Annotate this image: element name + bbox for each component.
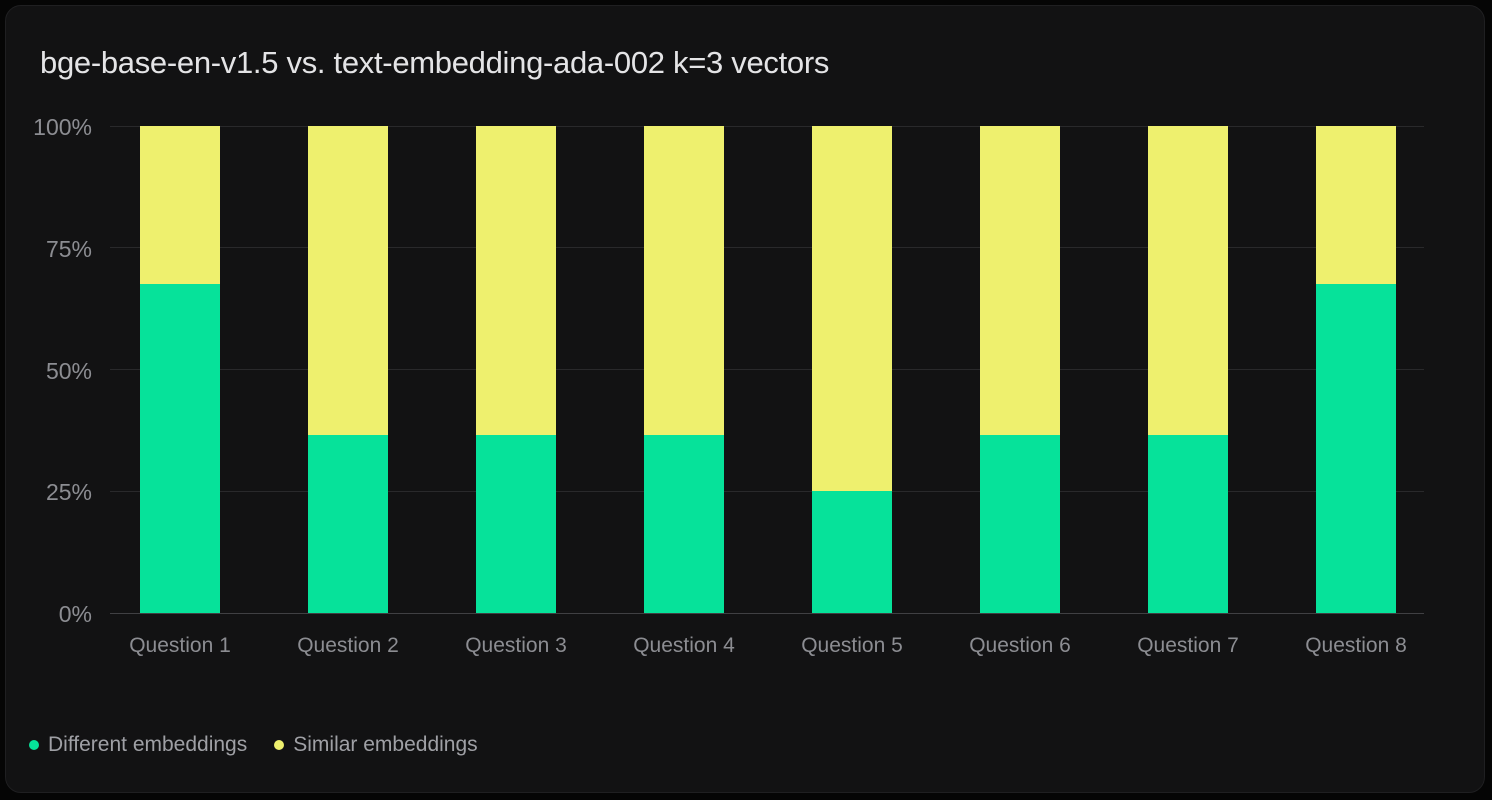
legend-dot-icon (29, 740, 39, 750)
gridline-75 (110, 247, 1424, 249)
bar-segment-similar-5[interactable] (812, 126, 892, 492)
bar-segment-similar-8[interactable] (1316, 126, 1396, 285)
bar-segment-different-1[interactable] (140, 284, 220, 613)
bar-segment-different-7[interactable] (1148, 435, 1228, 613)
stacked-bar-3 (476, 126, 556, 613)
x-axis-tick-label: Question 6 (969, 634, 1071, 657)
plot-area (110, 125, 1424, 614)
bar-segment-different-2[interactable] (308, 435, 388, 613)
legend-label: Similar embeddings (293, 733, 478, 756)
y-axis-tick-label: 25% (45, 479, 92, 506)
x-axis-tick-label: Question 5 (801, 634, 903, 657)
legend-item-different-embeddings[interactable]: Different embeddings (29, 733, 247, 757)
x-axis-tick-label: Question 8 (1305, 634, 1407, 657)
bar-segment-different-6[interactable] (980, 435, 1060, 613)
y-axis-tick-label: 0% (58, 601, 92, 627)
legend-dot-icon (274, 740, 285, 750)
x-axis-tick-label: Question 7 (1137, 634, 1239, 657)
legend-item-similar-embeddings[interactable]: Similar embeddings (274, 733, 478, 757)
gridline-25 (110, 490, 1424, 492)
stacked-bar-5 (812, 126, 892, 613)
y-axis-tick-label: 50% (45, 357, 92, 384)
y-axis-tick-label: 75% (45, 235, 92, 262)
bar-segment-similar-3[interactable] (476, 126, 556, 436)
bar-segment-different-4[interactable] (644, 435, 724, 613)
stacked-bar-4 (644, 126, 724, 613)
stacked-bar-8 (1316, 126, 1396, 613)
bar-segment-different-3[interactable] (476, 435, 556, 613)
bar-segment-similar-1[interactable] (140, 126, 220, 285)
x-axis-tick-label: Question 1 (129, 634, 231, 657)
gridline-0 (110, 613, 1424, 614)
chart-legend: Different embeddings Similar embeddings (29, 733, 478, 757)
bar-segment-similar-6[interactable] (980, 126, 1060, 436)
gridline-100 (110, 125, 1424, 127)
stacked-bar-6 (980, 126, 1060, 613)
x-axis-tick-label: Question 2 (297, 634, 399, 657)
gridline-50 (110, 369, 1424, 370)
bar-segment-different-8[interactable] (1316, 284, 1396, 613)
y-axis-tick-label: 100% (33, 114, 92, 140)
legend-label: Different embeddings (48, 733, 248, 756)
stacked-bar-2 (308, 126, 388, 613)
bar-segment-similar-2[interactable] (308, 126, 388, 436)
stacked-bar-1 (140, 126, 220, 613)
bar-segment-similar-4[interactable] (644, 126, 724, 436)
bar-segment-similar-7[interactable] (1148, 126, 1228, 436)
x-axis-tick-label: Question 3 (465, 634, 567, 657)
chart-title: bge-base-en-v1.5 vs. text-embedding-ada-… (40, 45, 830, 80)
stacked-bar-7 (1148, 126, 1228, 613)
x-axis-tick-label: Question 4 (633, 634, 735, 657)
bar-segment-different-5[interactable] (812, 491, 892, 613)
chart-card: bge-base-en-v1.5 vs. text-embedding-ada-… (5, 5, 1485, 793)
